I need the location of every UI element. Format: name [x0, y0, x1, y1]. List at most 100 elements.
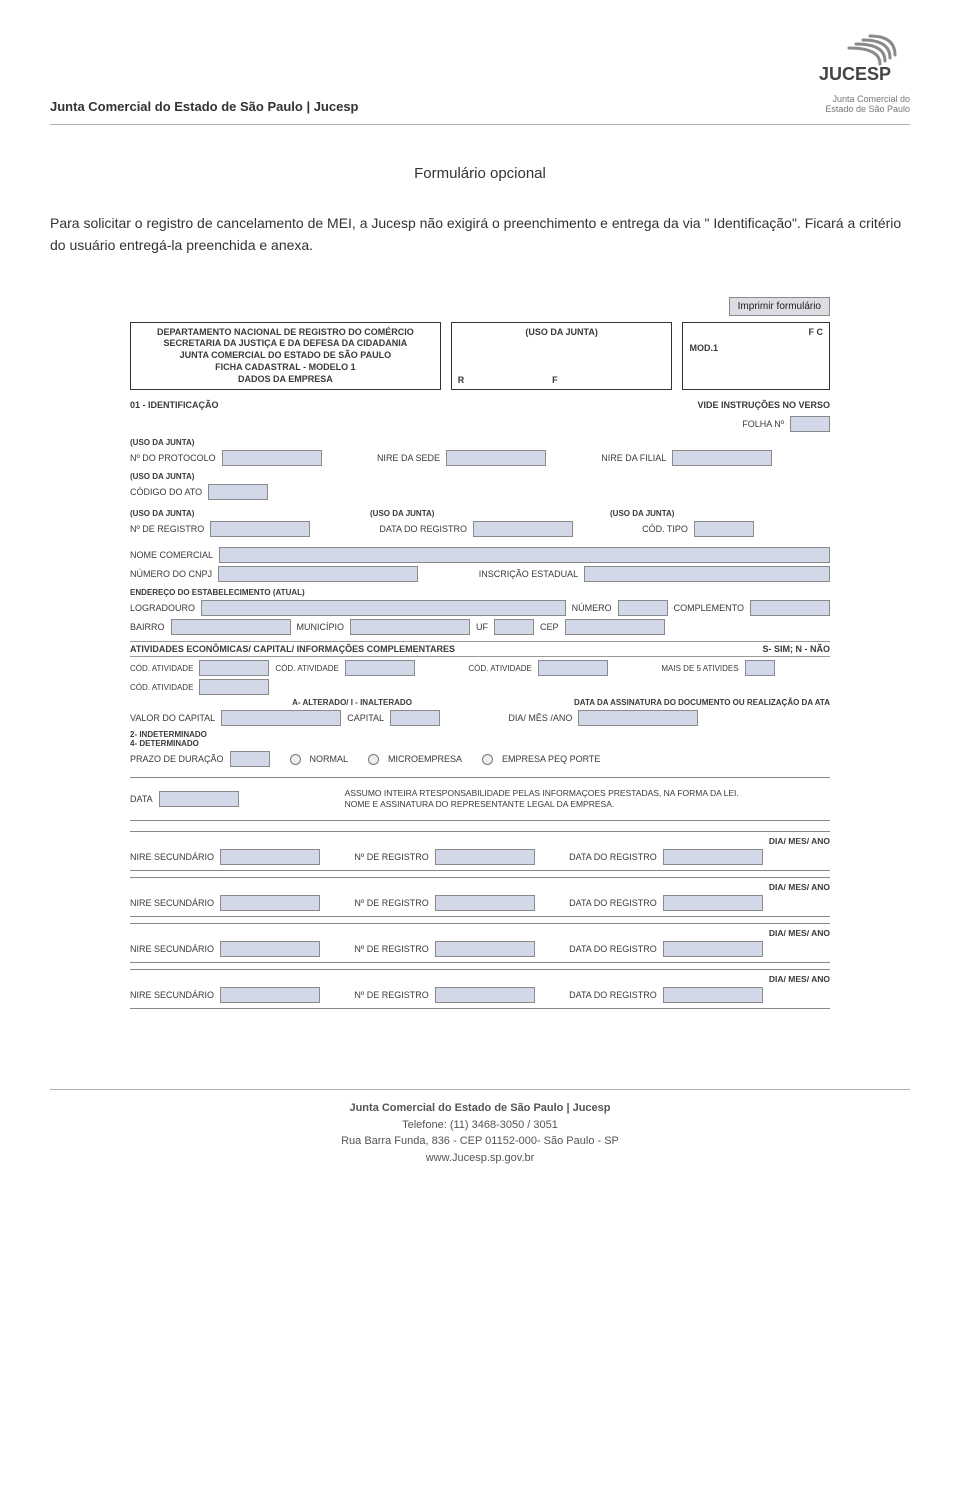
- lbl-dma2-1: DIA/ MES/ ANO: [130, 836, 830, 846]
- input-nire-sec-2[interactable]: [220, 895, 320, 911]
- lbl-nire-sede: NIRE DA SEDE: [377, 453, 440, 463]
- fh-l3: JUNTA COMERCIAL DO ESTADO DE SÃO PAULO: [137, 350, 434, 362]
- lbl-s-sim: S- SIM; N - NÃO: [763, 644, 831, 654]
- input-cod-ativ-3[interactable]: [538, 660, 608, 676]
- input-nreg-4[interactable]: [435, 987, 535, 1003]
- lbl-nreg-2: Nº DE REGISTRO: [354, 898, 428, 908]
- input-insc-estadual[interactable]: [584, 566, 830, 582]
- input-complemento[interactable]: [750, 600, 830, 616]
- input-cod-tipo[interactable]: [694, 521, 754, 537]
- input-cod-ativ-1[interactable]: [199, 660, 269, 676]
- input-folha[interactable]: [790, 416, 830, 432]
- input-numero[interactable]: [618, 600, 668, 616]
- input-nire-sec-1[interactable]: [220, 849, 320, 865]
- page-header: Junta Comercial do Estado de São Paulo |…: [50, 30, 910, 125]
- lbl-data-assinatura: DATA DA ASSINATURA DO DOCUMENTO OU REALI…: [574, 698, 830, 707]
- form-header-title-box: DEPARTAMENTO NACIONAL DE REGISTRO DO COM…: [130, 322, 441, 390]
- input-capital[interactable]: [390, 710, 440, 726]
- lbl-municipio: MUNICÍPIO: [297, 622, 345, 632]
- input-nreg-3[interactable]: [435, 941, 535, 957]
- lbl-dma2-3: DIA/ MES/ ANO: [130, 928, 830, 938]
- radio-normal[interactable]: [290, 754, 301, 765]
- footer-l3: Rua Barra Funda, 836 - CEP 01152-000- Sã…: [50, 1133, 910, 1150]
- lbl-datareg-1: DATA DO REGISTRO: [569, 852, 657, 862]
- tiny-uso-junta-2: (USO DA JUNTA): [130, 472, 830, 481]
- input-nire-filial[interactable]: [672, 450, 772, 466]
- lbl-bairro: BAIRRO: [130, 622, 165, 632]
- lbl-cod-ativ-1: CÓD. ATIVIDADE: [130, 664, 193, 673]
- sec01-title: 01 - IDENTIFICAÇÃO: [130, 400, 219, 410]
- input-prazo[interactable]: [230, 751, 270, 767]
- radio-peq[interactable]: [482, 754, 493, 765]
- input-cod-ativ-4[interactable]: [199, 679, 269, 695]
- form-header-boxes: DEPARTAMENTO NACIONAL DE REGISTRO DO COM…: [130, 322, 830, 390]
- input-nome-comercial[interactable]: [219, 547, 830, 563]
- svg-text:JUCESP: JUCESP: [819, 64, 891, 84]
- lbl-capital: CAPITAL: [347, 713, 384, 723]
- sec01-title-row: 01 - IDENTIFICAÇÃO VIDE INSTRUÇÕES NO VE…: [130, 400, 830, 410]
- input-n-registro[interactable]: [210, 521, 310, 537]
- form-screenshot: Imprimir formulário DEPARTAMENTO NACIONA…: [130, 297, 830, 1010]
- lbl-ind2: 2- INDETERMINADO: [130, 730, 830, 739]
- lbl-numero: NÚMERO: [572, 603, 612, 613]
- input-cod-ativ-2[interactable]: [345, 660, 415, 676]
- input-bairro[interactable]: [171, 619, 291, 635]
- fh-r: R: [458, 375, 465, 385]
- lbl-complemento: COMPLEMENTO: [674, 603, 744, 613]
- lbl-cep: CEP: [540, 622, 559, 632]
- assumo-note: ASSUMO INTEIRA RTESPONSABILIDADE PELAS I…: [345, 788, 739, 810]
- lbl-ativ-title: ATIVIDADES ECONÔMICAS/ CAPITAL/ INFORMAÇ…: [130, 644, 455, 654]
- lbl-valor-capital: VALOR DO CAPITAL: [130, 713, 215, 723]
- tiny-uso-junta-3c: (USO DA JUNTA): [610, 509, 830, 518]
- input-nire-sede[interactable]: [446, 450, 546, 466]
- input-logradouro[interactable]: [201, 600, 566, 616]
- fh-f: F: [552, 375, 558, 385]
- lbl-normal: NORMAL: [310, 754, 349, 764]
- input-nreg-2[interactable]: [435, 895, 535, 911]
- lbl-nire-sec-4: NIRE SECUNDÁRIO: [130, 990, 214, 1000]
- input-municipio[interactable]: [350, 619, 470, 635]
- jucesp-logo: JUCESP: [800, 30, 910, 90]
- lbl-cod-ato: CÓDIGO DO ATO: [130, 487, 202, 497]
- fh-l4: FICHA CADASTRAL - MODELO 1: [137, 362, 434, 374]
- nire-sec-group-1: DIA/ MES/ ANO NIRE SECUNDÁRIO Nº DE REGI…: [130, 831, 830, 871]
- intro-text: Para solicitar o registro de cancelament…: [50, 212, 910, 257]
- lbl-cod-ativ-4: CÓD. ATIVIDADE: [130, 683, 193, 692]
- input-n-protocolo[interactable]: [222, 450, 322, 466]
- input-nire-sec-4[interactable]: [220, 987, 320, 1003]
- input-nire-sec-3[interactable]: [220, 941, 320, 957]
- form-header-mod-box: F C MOD.1: [682, 322, 830, 390]
- lbl-nreg-3: Nº DE REGISTRO: [354, 944, 428, 954]
- input-cep[interactable]: [565, 619, 665, 635]
- input-mais5[interactable]: [745, 660, 775, 676]
- input-nreg-1[interactable]: [435, 849, 535, 865]
- fh-uso-junta: (USO DA JUNTA): [458, 327, 666, 337]
- input-cod-ato[interactable]: [208, 484, 268, 500]
- input-data-registro[interactable]: [473, 521, 573, 537]
- lbl-insc-estadual: INSCRIÇÃO ESTADUAL: [479, 569, 578, 579]
- lbl-cod-ativ-3: CÓD. ATIVIDADE: [468, 664, 531, 673]
- header-logo-block: JUCESP Junta Comercial do Estado de São …: [800, 30, 910, 114]
- lbl-uf: UF: [476, 622, 488, 632]
- radio-micro[interactable]: [368, 754, 379, 765]
- lbl-dma2-2: DIA/ MES/ ANO: [130, 882, 830, 892]
- input-data[interactable]: [159, 791, 239, 807]
- lbl-dma2-4: DIA/ MES/ ANO: [130, 974, 830, 984]
- fh-fc: F C: [689, 327, 823, 337]
- lbl-assumo1: ASSUMO INTEIRA RTESPONSABILIDADE PELAS I…: [345, 788, 739, 799]
- lbl-logradouro: LOGRADOURO: [130, 603, 195, 613]
- lbl-mais5: MAIS DE 5 ATIVIDES: [661, 664, 738, 673]
- lbl-numero-cnpj: NÚMERO DO CNPJ: [130, 569, 212, 579]
- footer-l2: Telefone: (11) 3468-3050 / 3051: [50, 1117, 910, 1134]
- input-datareg-1[interactable]: [663, 849, 763, 865]
- input-datareg-4[interactable]: [663, 987, 763, 1003]
- lbl-datareg-2: DATA DO REGISTRO: [569, 898, 657, 908]
- input-numero-cnpj[interactable]: [218, 566, 418, 582]
- print-form-button[interactable]: Imprimir formulário: [729, 297, 830, 316]
- input-uf[interactable]: [494, 619, 534, 635]
- input-datareg-2[interactable]: [663, 895, 763, 911]
- header-org: Junta Comercial do Estado de São Paulo |…: [50, 99, 359, 114]
- input-valor-capital[interactable]: [221, 710, 341, 726]
- input-dma[interactable]: [578, 710, 698, 726]
- input-datareg-3[interactable]: [663, 941, 763, 957]
